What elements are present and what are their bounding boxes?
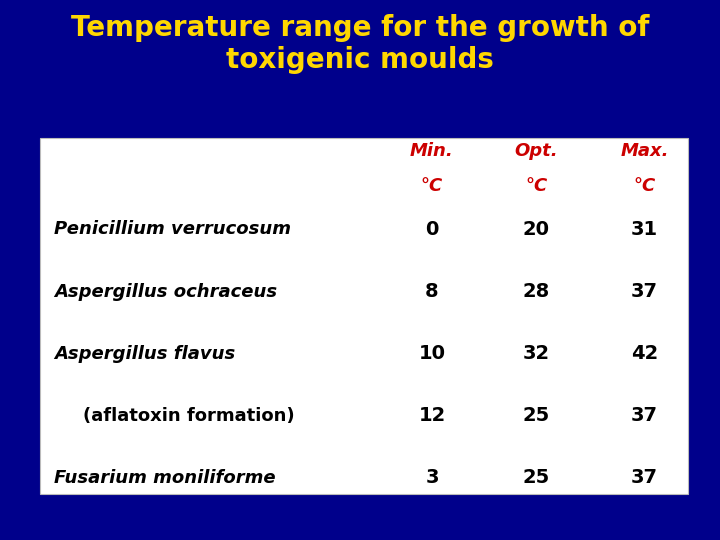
Text: 28: 28 bbox=[523, 282, 550, 301]
Text: (aflatoxin formation): (aflatoxin formation) bbox=[83, 407, 294, 425]
Text: Opt.: Opt. bbox=[515, 142, 558, 160]
Text: 37: 37 bbox=[631, 282, 658, 301]
Text: 0: 0 bbox=[426, 220, 438, 239]
Text: Min.: Min. bbox=[410, 142, 454, 160]
Text: 25: 25 bbox=[523, 406, 550, 426]
Text: Max.: Max. bbox=[620, 142, 669, 160]
Text: °C: °C bbox=[526, 177, 547, 195]
Text: Aspergillus ochraceus: Aspergillus ochraceus bbox=[54, 282, 277, 301]
Text: Fusarium moniliforme: Fusarium moniliforme bbox=[54, 469, 276, 487]
Text: Temperature range for the growth of
toxigenic moulds: Temperature range for the growth of toxi… bbox=[71, 14, 649, 74]
Text: 31: 31 bbox=[631, 220, 658, 239]
Text: 25: 25 bbox=[523, 468, 550, 488]
Text: 37: 37 bbox=[631, 468, 658, 488]
Text: 3: 3 bbox=[426, 468, 438, 488]
Text: 37: 37 bbox=[631, 406, 658, 426]
Text: 10: 10 bbox=[418, 344, 446, 363]
Text: 32: 32 bbox=[523, 344, 550, 363]
Text: °C: °C bbox=[634, 177, 655, 195]
Text: 8: 8 bbox=[426, 282, 438, 301]
Text: 42: 42 bbox=[631, 344, 658, 363]
Text: 20: 20 bbox=[523, 220, 550, 239]
Text: Penicillium verrucosum: Penicillium verrucosum bbox=[54, 220, 291, 239]
Text: 12: 12 bbox=[418, 406, 446, 426]
Text: °C: °C bbox=[421, 177, 443, 195]
FancyBboxPatch shape bbox=[40, 138, 688, 494]
Text: Aspergillus flavus: Aspergillus flavus bbox=[54, 345, 235, 363]
